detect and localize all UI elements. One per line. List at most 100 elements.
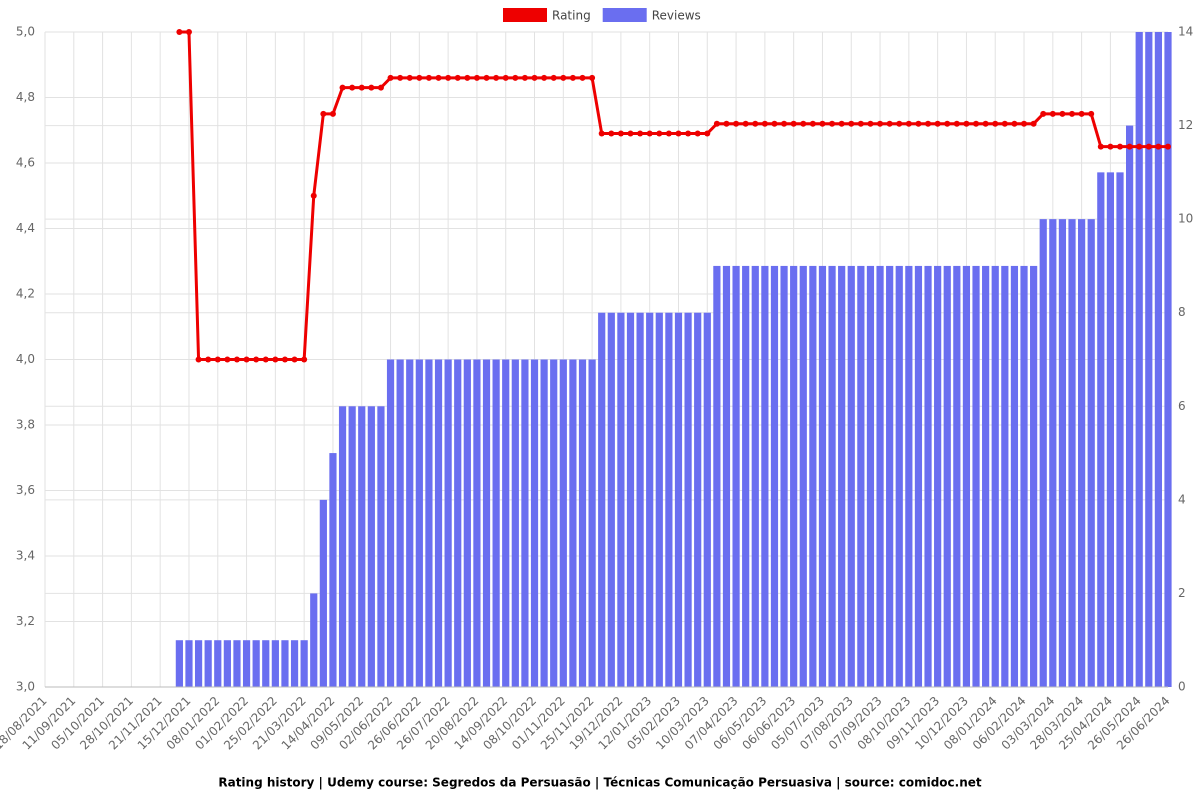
rating-point bbox=[185, 29, 192, 35]
rating-point bbox=[982, 120, 989, 127]
y-tick-label: 4,4 bbox=[16, 221, 35, 235]
bar bbox=[636, 312, 644, 687]
rating-point bbox=[1069, 110, 1076, 117]
bar bbox=[214, 640, 222, 687]
bar bbox=[425, 359, 433, 687]
rating-point bbox=[665, 130, 672, 137]
bar bbox=[578, 359, 587, 687]
rating-point bbox=[387, 74, 394, 81]
bar bbox=[751, 265, 759, 687]
bar bbox=[290, 640, 299, 687]
rating-point bbox=[1049, 110, 1056, 117]
bar bbox=[722, 265, 731, 687]
rating-point bbox=[368, 84, 375, 91]
rating-point bbox=[1145, 143, 1152, 150]
bar bbox=[242, 640, 251, 687]
rating-point bbox=[1107, 143, 1114, 150]
rating-point bbox=[915, 120, 922, 127]
bar bbox=[1068, 219, 1076, 687]
bar bbox=[492, 359, 500, 687]
y-tick-label: 3,4 bbox=[16, 549, 35, 563]
bar bbox=[482, 359, 491, 687]
bar bbox=[530, 359, 539, 687]
rating-point bbox=[1040, 110, 1047, 117]
y-tick-label: 3,6 bbox=[16, 483, 35, 497]
y2-tick-label: 12 bbox=[1178, 118, 1193, 132]
rating-point bbox=[934, 120, 941, 127]
rating-point bbox=[608, 130, 615, 137]
bar bbox=[665, 312, 673, 687]
rating-point bbox=[905, 120, 912, 127]
bar bbox=[338, 406, 347, 687]
rating-point bbox=[781, 120, 788, 127]
rating-point bbox=[406, 74, 413, 81]
bar bbox=[1020, 265, 1028, 687]
bar bbox=[1001, 265, 1009, 687]
bar bbox=[761, 265, 769, 687]
bar bbox=[300, 640, 308, 687]
bar bbox=[204, 640, 212, 687]
rating-line bbox=[179, 30, 1168, 361]
bar bbox=[262, 640, 270, 687]
bar bbox=[818, 265, 827, 687]
rating-point bbox=[1136, 143, 1143, 150]
rating-point bbox=[896, 120, 903, 127]
rating-point bbox=[301, 356, 308, 363]
rating-point bbox=[531, 74, 538, 81]
rating-point bbox=[320, 110, 327, 117]
y2-tick-label: 10 bbox=[1178, 212, 1193, 226]
bar bbox=[809, 265, 817, 687]
bar bbox=[1135, 32, 1143, 687]
rating-point bbox=[493, 74, 500, 81]
rating-point bbox=[1001, 120, 1008, 127]
bar bbox=[348, 406, 356, 687]
rating-point bbox=[397, 74, 404, 81]
rating-point bbox=[579, 74, 586, 81]
bar bbox=[396, 359, 404, 687]
bar bbox=[223, 640, 231, 687]
rating-point bbox=[857, 120, 864, 127]
bar bbox=[1116, 172, 1124, 687]
rating-point bbox=[233, 356, 240, 363]
rating-point bbox=[464, 74, 471, 81]
bar bbox=[550, 359, 558, 687]
rating-point bbox=[224, 356, 231, 363]
bar bbox=[655, 312, 663, 687]
rating-point bbox=[973, 120, 980, 127]
rating-point bbox=[329, 110, 336, 117]
rating-point bbox=[829, 120, 836, 127]
rating-point bbox=[291, 356, 298, 363]
rating-point bbox=[589, 74, 596, 81]
bar bbox=[521, 359, 529, 687]
legend-swatch bbox=[503, 8, 547, 22]
bar bbox=[329, 453, 337, 687]
rating-point bbox=[358, 84, 365, 91]
rating-point bbox=[617, 130, 624, 137]
rating-point bbox=[800, 120, 807, 127]
bar bbox=[905, 265, 913, 687]
rating-point bbox=[569, 74, 576, 81]
rating-point bbox=[685, 130, 692, 137]
rating-point bbox=[1059, 110, 1066, 117]
rating-point bbox=[253, 356, 260, 363]
rating-point bbox=[809, 120, 816, 127]
rating-point bbox=[637, 130, 644, 137]
bar bbox=[953, 265, 961, 687]
rating-point bbox=[1117, 143, 1124, 150]
bar bbox=[770, 265, 779, 687]
rating-point bbox=[521, 74, 528, 81]
bar bbox=[233, 640, 241, 687]
rating-point bbox=[598, 130, 605, 137]
rating-point bbox=[819, 120, 826, 127]
y2-tick-label: 4 bbox=[1178, 492, 1186, 506]
bar bbox=[281, 640, 289, 687]
bar bbox=[866, 265, 875, 687]
rating-point bbox=[848, 120, 855, 127]
bar bbox=[1145, 32, 1153, 687]
rating-point bbox=[1078, 110, 1085, 117]
rating-point bbox=[733, 120, 740, 127]
bar bbox=[386, 359, 395, 687]
bar bbox=[732, 265, 740, 687]
